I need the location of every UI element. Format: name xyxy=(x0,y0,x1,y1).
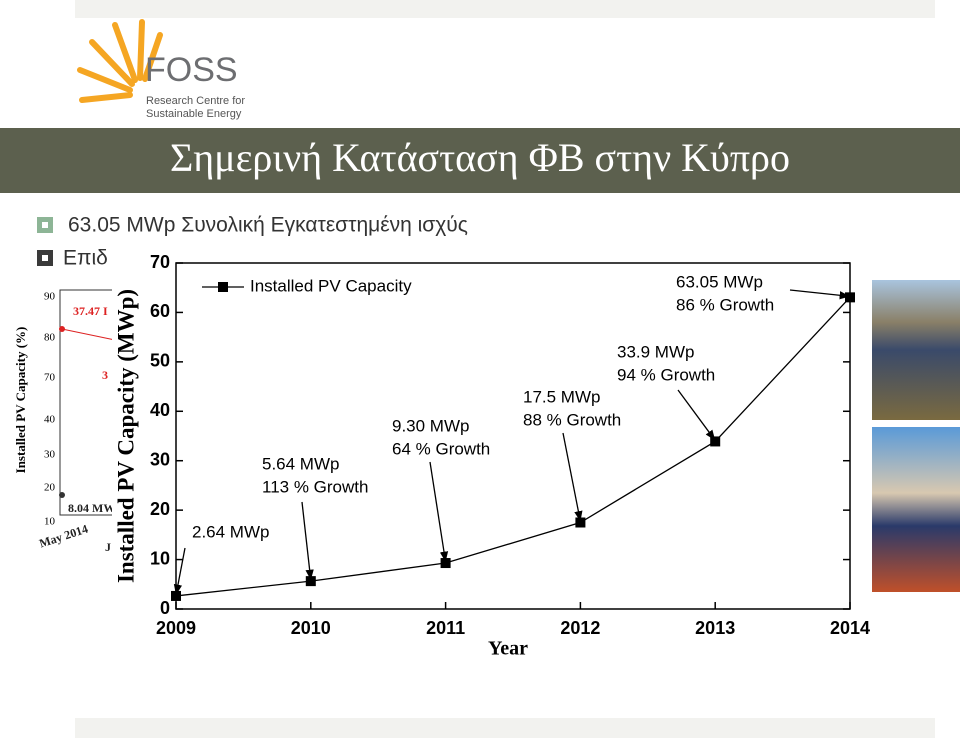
annotation-arrow xyxy=(301,501,314,581)
logo-subtitle: Research Centre for xyxy=(146,95,245,107)
bg-tick-label: 10 xyxy=(44,516,56,528)
bg-tick-label: 40 xyxy=(44,414,56,426)
logo-subtitle: Sustainable Energy xyxy=(146,108,242,120)
bg-tick-label: 90 xyxy=(44,291,56,303)
annotation: 86 % Growth xyxy=(676,295,774,314)
bottom-bar xyxy=(75,718,935,738)
annotation-arrow xyxy=(789,289,851,300)
chart: 0 10 20 30 40 50 60 70 2009 2010 2011 2012 2013 2014 Y… xyxy=(113,252,870,660)
x-tick-label: 2013 xyxy=(695,618,735,638)
bg-axis-title: Installed PV Capacity (%) xyxy=(13,327,28,474)
annotation: 33.9 MWp xyxy=(617,342,694,361)
bullet-icon-inner xyxy=(42,255,48,261)
annotation: 9.30 MWp xyxy=(392,416,469,435)
annotation: 64 % Growth xyxy=(392,439,490,458)
y-tick-label: 60 xyxy=(150,301,170,321)
title-bar xyxy=(0,128,960,193)
marker xyxy=(710,436,721,447)
annotation-arrow xyxy=(677,389,716,441)
annotation-arrow xyxy=(429,461,449,563)
bg-label: 8.04 MW xyxy=(68,501,115,515)
bullet-icon-inner xyxy=(42,222,48,228)
bullet-text: Επιδ xyxy=(63,247,108,270)
x-tick-label: 2014 xyxy=(830,618,870,638)
annotation: 94 % Growth xyxy=(617,365,715,384)
bg-tick-label: 80 xyxy=(44,332,56,344)
background-chart: 90 80 70 40 30 20 10 Installed PV Capacity (%) 3… xyxy=(13,289,121,554)
chart-background xyxy=(112,250,870,665)
photo xyxy=(872,280,960,420)
series-line xyxy=(175,296,851,597)
annotation: 2.64 MWp xyxy=(192,522,269,541)
plot-frame xyxy=(175,262,851,610)
x-tick-label: 2011 xyxy=(426,618,465,638)
bg-tick-label: 20 xyxy=(44,482,56,494)
x-axis-title: Year xyxy=(488,638,528,660)
annotation: 17.5 MWp xyxy=(523,387,600,406)
bg-dot xyxy=(59,492,65,498)
annotation: 113 % Growth xyxy=(262,477,368,496)
annotation-arrow xyxy=(173,547,186,596)
marker xyxy=(171,590,181,601)
bg-tick-label: 70 xyxy=(44,372,56,384)
logo-name: FOSS xyxy=(145,51,238,89)
y-tick-label: 70 xyxy=(150,252,170,272)
legend-label: Installed PV Capacity xyxy=(250,276,412,295)
top-bar xyxy=(75,0,935,18)
bg-frame xyxy=(59,289,121,516)
x-tick-label: 2009 xyxy=(156,618,196,638)
logo xyxy=(77,19,163,103)
marker xyxy=(440,558,451,569)
marker xyxy=(845,292,855,303)
y-tick-label: 20 xyxy=(150,499,170,519)
y-tick-label: 0 xyxy=(160,598,170,618)
annotation: 63.05 MWp xyxy=(676,272,763,291)
y-tick-label: 30 xyxy=(150,449,170,469)
bg-label: 3 xyxy=(102,368,108,382)
photo xyxy=(872,427,960,592)
bg-tick-label: 30 xyxy=(44,449,56,461)
x-tick-label: 2010 xyxy=(291,618,331,638)
y-tick-label: 40 xyxy=(150,400,170,420)
y-axis-title: Installed PV Capacity (MWp) xyxy=(113,289,138,583)
bullet-text: 63.05 MWp Συνολική Εγκατεστημένη ισχύς xyxy=(68,214,468,237)
marker xyxy=(575,517,586,528)
slide-title: Σημερινή Κατάσταση ΦΒ στην Κύπρο xyxy=(170,135,790,180)
bg-line xyxy=(61,328,116,341)
bg-label: J xyxy=(105,540,111,554)
bg-dot xyxy=(59,326,65,332)
y-tick-label: 50 xyxy=(150,351,170,371)
marker xyxy=(305,576,316,587)
legend-marker xyxy=(218,282,228,292)
y-tick-label: 10 xyxy=(150,548,170,568)
annotation: 88 % Growth xyxy=(523,410,621,429)
annotation: 5.64 MWp xyxy=(262,454,339,473)
x-tick-label: 2012 xyxy=(560,618,600,638)
annotation-arrow xyxy=(562,432,583,522)
bg-label: 37.47 I xyxy=(73,304,108,318)
